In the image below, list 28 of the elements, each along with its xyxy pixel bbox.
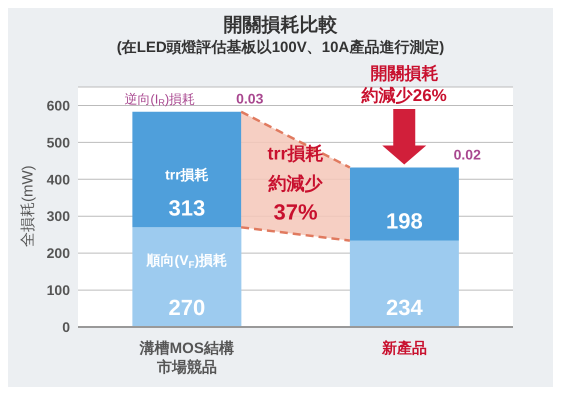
series-label: 逆向(I$_{R}$)損耗 (124, 92, 196, 108)
series-label: 順向(V$_{F}$)損耗 (146, 252, 228, 270)
chart-title: 開關損耗比較 (222, 14, 338, 38)
y-tick-label: 400 (46, 171, 70, 188)
annotation: 37% (273, 200, 318, 225)
y-tick-label: 300 (46, 208, 70, 224)
x-tick-label: 溝槽MOS結構市場競品 (138, 340, 234, 376)
data-label: 0.02 (454, 146, 482, 162)
data-label: 313 (168, 195, 206, 220)
y-tick-label: 600 (46, 97, 70, 114)
data-label: 0.03 (236, 90, 264, 107)
series-label: trr損耗 (267, 144, 324, 164)
bar (132, 227, 242, 327)
y-tick-label: 0 (62, 318, 70, 335)
chart-subtitle: (在LED頭燈評估基板以100V、10A產品進行測定) (116, 38, 446, 57)
y-axis-title: 全損耗(mW) (19, 165, 36, 247)
annotation: 約減少 (268, 174, 324, 194)
data-label: 270 (168, 295, 206, 320)
y-tick-label: 200 (46, 245, 70, 262)
bar (350, 240, 459, 327)
y-tick-label: 100 (46, 282, 70, 298)
text: 開關損耗 (370, 64, 438, 83)
y-tick-label: 500 (46, 134, 70, 150)
x-tick-label: 新產品 (380, 339, 427, 357)
annotation: 約減少26% (360, 86, 447, 105)
data-label: 234 (386, 295, 424, 320)
annotation: trr損耗 (165, 166, 209, 182)
data-label: 198 (386, 208, 423, 234)
